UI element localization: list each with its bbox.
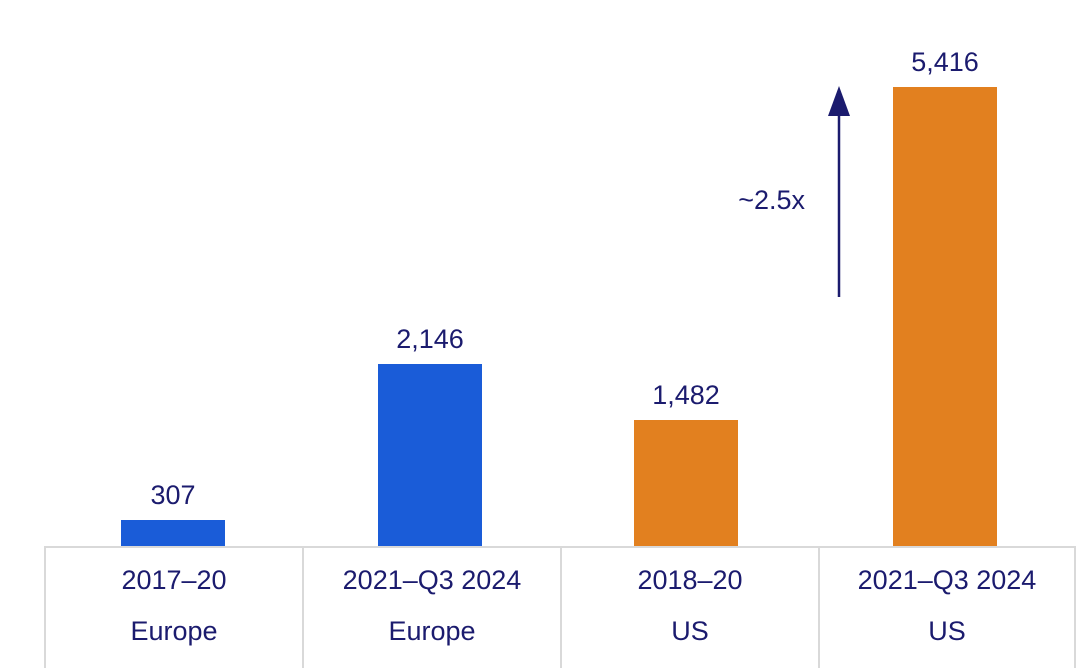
bar-us-2021-q3-2024[interactable] xyxy=(893,87,997,546)
bar-group-us-2021-q3-2024: 5,416 xyxy=(893,46,997,546)
bar-value-label: 5,416 xyxy=(911,47,979,77)
axis-cell-us-2021-q3-2024: 2021–Q3 2024 US xyxy=(818,548,1076,668)
bar-europe-2021-q3-2024[interactable] xyxy=(378,364,482,546)
bar-group-europe-2021-q3-2024: 2,146 xyxy=(378,323,482,546)
axis-cell-europe-2021-q3-2024: 2021–Q3 2024 Europe xyxy=(302,548,560,668)
axis-region-label: US xyxy=(671,616,709,646)
axis-region-label: Europe xyxy=(130,616,218,646)
axis-cell-us-2018-20: 2018–20 US xyxy=(560,548,818,668)
axis-region-label: US xyxy=(928,616,966,646)
bar-value-label: 1,482 xyxy=(652,380,720,410)
axis-period-label: 2021–Q3 2024 xyxy=(342,565,522,595)
bar-group-us-2018-20: 1,482 xyxy=(634,379,738,546)
axis-cell-europe-2017-20: 2017–20 Europe xyxy=(44,548,302,668)
axis-region-label: Europe xyxy=(388,616,476,646)
up-arrow-icon xyxy=(828,86,850,297)
bar-value-label: 307 xyxy=(150,480,196,510)
bar-europe-2017-20[interactable] xyxy=(121,520,225,546)
bar-us-2018-20[interactable] xyxy=(634,420,738,546)
axis-period-label: 2018–20 xyxy=(637,565,743,595)
growth-multiplier-label: ~2.5x xyxy=(738,185,805,215)
bar-value-label: 2,146 xyxy=(396,324,464,354)
axis-period-label: 2017–20 xyxy=(121,565,227,595)
category-axis: 2017–20 Europe 2021–Q3 2024 Europe 2018–… xyxy=(44,546,1076,668)
axis-period-label: 2021–Q3 2024 xyxy=(857,565,1037,595)
bar-group-europe-2017-20: 307 xyxy=(121,479,225,546)
